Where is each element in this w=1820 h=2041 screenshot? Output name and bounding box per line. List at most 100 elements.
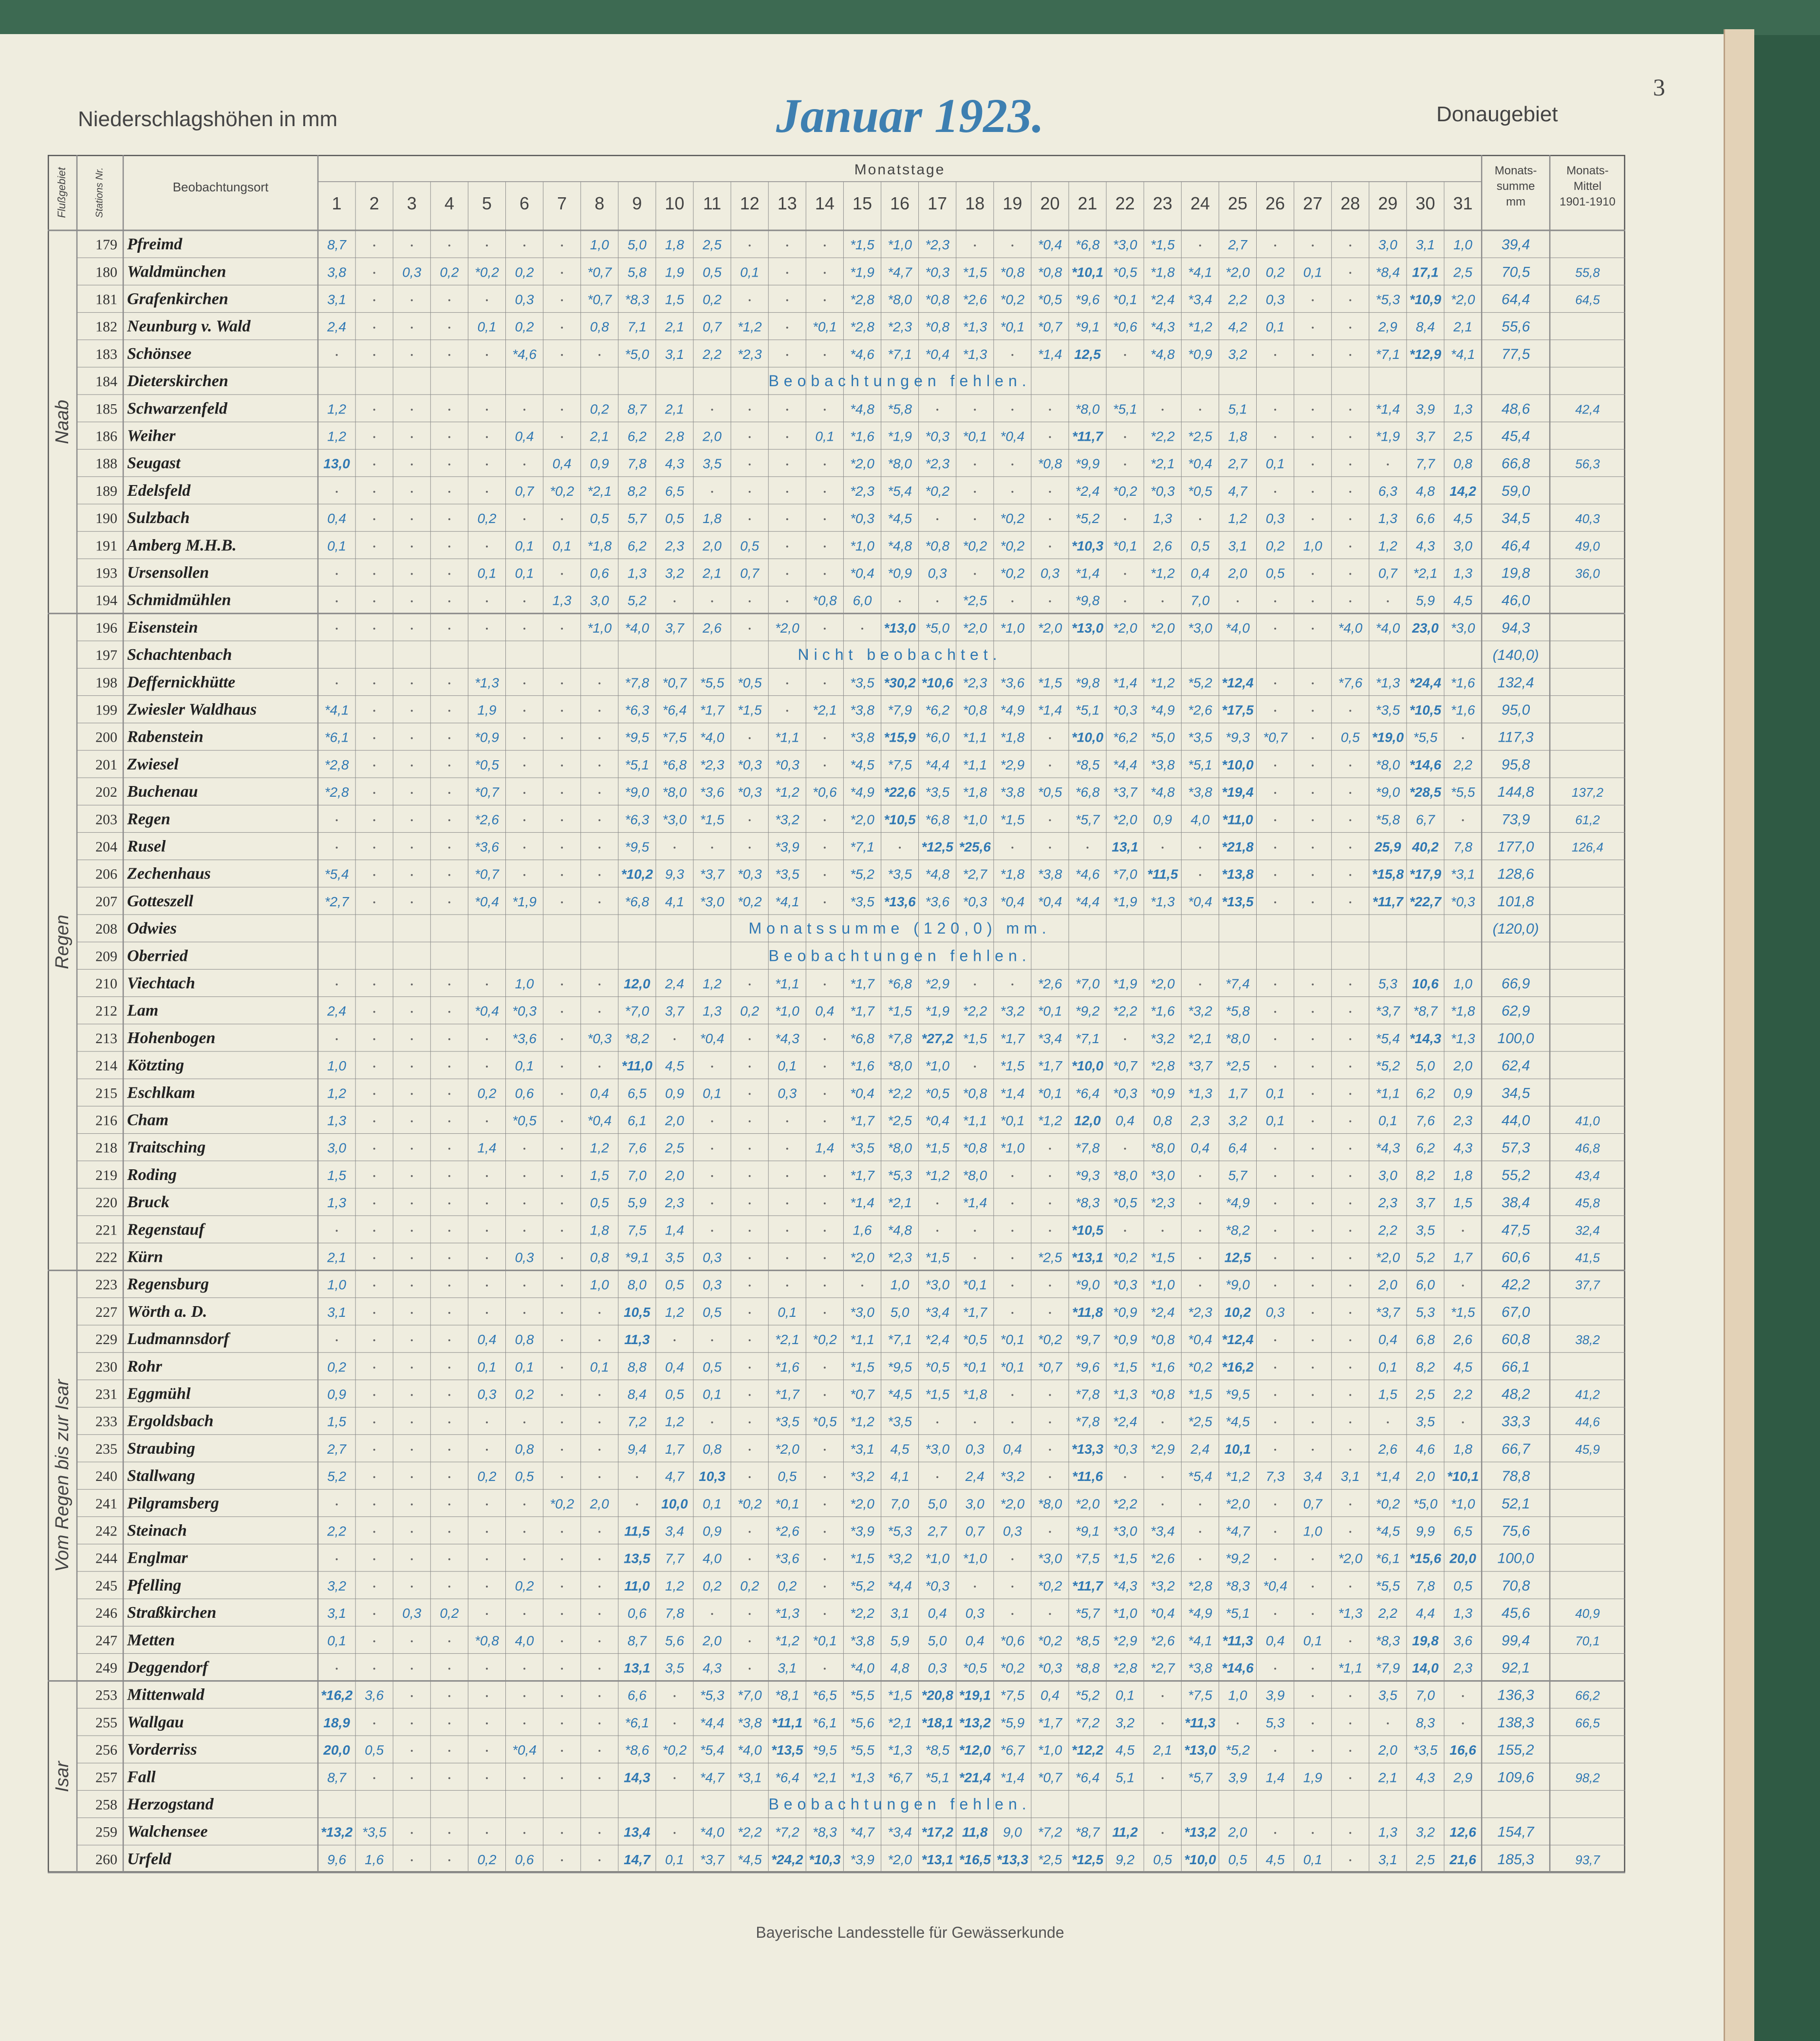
day-value: *3,2 bbox=[1151, 1578, 1175, 1593]
empty-dot bbox=[335, 682, 338, 685]
empty-dot bbox=[1011, 244, 1014, 247]
empty-dot bbox=[448, 1750, 450, 1752]
day-value: 1,9 bbox=[477, 703, 496, 718]
station-number: 259 bbox=[95, 1824, 117, 1840]
day-value: 7,2 bbox=[628, 1414, 647, 1429]
day-value: *3,8 bbox=[1188, 1661, 1212, 1676]
month-mean: 49,0 bbox=[1575, 539, 1600, 553]
day-value: *4,0 bbox=[738, 1742, 762, 1758]
day-value: 0,2 bbox=[477, 1469, 496, 1484]
empty-dot bbox=[410, 1093, 413, 1095]
day-value: *6,1 bbox=[1375, 1551, 1400, 1566]
empty-dot bbox=[1199, 409, 1201, 411]
empty-dot bbox=[1049, 1421, 1051, 1423]
empty-dot bbox=[485, 627, 488, 630]
empty-dot bbox=[561, 244, 563, 247]
empty-dot bbox=[1274, 1339, 1277, 1342]
day-value: *7,8 bbox=[888, 1031, 912, 1046]
day-value: *4,8 bbox=[850, 401, 874, 416]
empty-dot bbox=[523, 409, 526, 411]
empty-dot bbox=[373, 1257, 375, 1259]
empty-dot bbox=[448, 1066, 450, 1068]
day-value: 0,1 bbox=[1378, 1113, 1397, 1128]
empty-dot bbox=[1049, 1202, 1051, 1205]
day-value: *1,0 bbox=[1000, 1141, 1024, 1156]
header-day: 15 bbox=[853, 193, 872, 213]
empty-dot bbox=[561, 737, 563, 739]
row-note: Beobachtungen fehlen. bbox=[768, 1796, 1031, 1813]
empty-dot bbox=[598, 1859, 601, 1861]
day-value: *2,0 bbox=[1000, 1496, 1024, 1511]
empty-dot bbox=[598, 1339, 601, 1342]
empty-dot bbox=[448, 518, 450, 521]
month-sum: 92,1 bbox=[1502, 1660, 1530, 1676]
header-day: 8 bbox=[594, 193, 604, 213]
empty-dot bbox=[410, 436, 413, 438]
empty-dot bbox=[373, 436, 375, 438]
day-value: *16,2 bbox=[1222, 1359, 1254, 1374]
day-value: *3,6 bbox=[925, 894, 949, 909]
day-value: *6,8 bbox=[925, 812, 949, 827]
day-value: *19,0 bbox=[1372, 730, 1404, 745]
day-value: 6,5 bbox=[665, 484, 684, 499]
day-value: *4,5 bbox=[738, 1852, 762, 1867]
day-value: 1,3 bbox=[553, 593, 572, 608]
empty-dot bbox=[448, 1476, 450, 1479]
day-value: *0,3 bbox=[512, 1004, 537, 1019]
day-value: *2,0 bbox=[850, 812, 874, 827]
empty-dot bbox=[373, 1230, 375, 1232]
empty-dot bbox=[1049, 1147, 1051, 1150]
empty-dot bbox=[1161, 1722, 1164, 1724]
empty-dot bbox=[485, 1175, 488, 1177]
empty-dot bbox=[786, 1202, 788, 1205]
day-value: 0,2 bbox=[515, 1578, 534, 1593]
empty-dot bbox=[561, 874, 563, 876]
day-value: *11,3 bbox=[1185, 1715, 1216, 1730]
day-value: 8,7 bbox=[628, 1633, 647, 1648]
day-value: *22,7 bbox=[1410, 894, 1442, 909]
day-value: *0,3 bbox=[587, 1031, 612, 1046]
day-value: *21,4 bbox=[959, 1770, 991, 1785]
day-value: 4,0 bbox=[703, 1551, 722, 1566]
day-value: 10,6 bbox=[1412, 976, 1439, 992]
day-value: 3,5 bbox=[1416, 1414, 1435, 1429]
empty-dot bbox=[1199, 1175, 1201, 1177]
header-day: 28 bbox=[1340, 193, 1360, 213]
day-value: 1,2 bbox=[703, 976, 722, 992]
month-sum: 52,1 bbox=[1502, 1496, 1530, 1512]
day-value: 0,9 bbox=[327, 1387, 346, 1402]
day-value: 7,6 bbox=[628, 1141, 647, 1156]
station-name: Oberried bbox=[127, 947, 188, 965]
day-value: 0,3 bbox=[1266, 292, 1285, 307]
empty-dot bbox=[373, 326, 375, 329]
header-day: 6 bbox=[520, 193, 529, 213]
day-value: *2,3 bbox=[850, 484, 874, 499]
day-value: *3,8 bbox=[1038, 867, 1062, 882]
day-value: *1,8 bbox=[1451, 1004, 1475, 1019]
empty-dot bbox=[448, 1448, 450, 1451]
empty-dot bbox=[335, 490, 338, 493]
day-value: *7,1 bbox=[850, 840, 874, 855]
day-value: 8,7 bbox=[628, 401, 647, 416]
day-value: 1,0 bbox=[327, 1058, 346, 1073]
day-value: 6,6 bbox=[628, 1688, 647, 1703]
day-value: *10,9 bbox=[1410, 292, 1442, 307]
day-value: 3,1 bbox=[778, 1661, 797, 1676]
day-value: 5,1 bbox=[1115, 1770, 1134, 1785]
day-value: *2,0 bbox=[1375, 1250, 1400, 1265]
empty-dot bbox=[823, 573, 826, 575]
day-value: 3,5 bbox=[1378, 1688, 1397, 1703]
day-value: *2,0 bbox=[850, 456, 874, 471]
day-value: *1,0 bbox=[1038, 1742, 1062, 1758]
header-day: 30 bbox=[1415, 193, 1435, 213]
day-value: *1,5 bbox=[1000, 812, 1024, 827]
day-value: *2,6 bbox=[1188, 703, 1212, 718]
empty-dot bbox=[561, 1722, 563, 1724]
month-sum: 45,6 bbox=[1502, 1605, 1530, 1621]
empty-dot bbox=[711, 490, 713, 493]
day-value: 2,5 bbox=[702, 237, 722, 252]
day-value: 0,6 bbox=[515, 1852, 534, 1867]
day-value: *0,2 bbox=[1000, 511, 1024, 526]
header-day: 23 bbox=[1153, 193, 1172, 213]
day-value: 0,4 bbox=[665, 1359, 684, 1374]
